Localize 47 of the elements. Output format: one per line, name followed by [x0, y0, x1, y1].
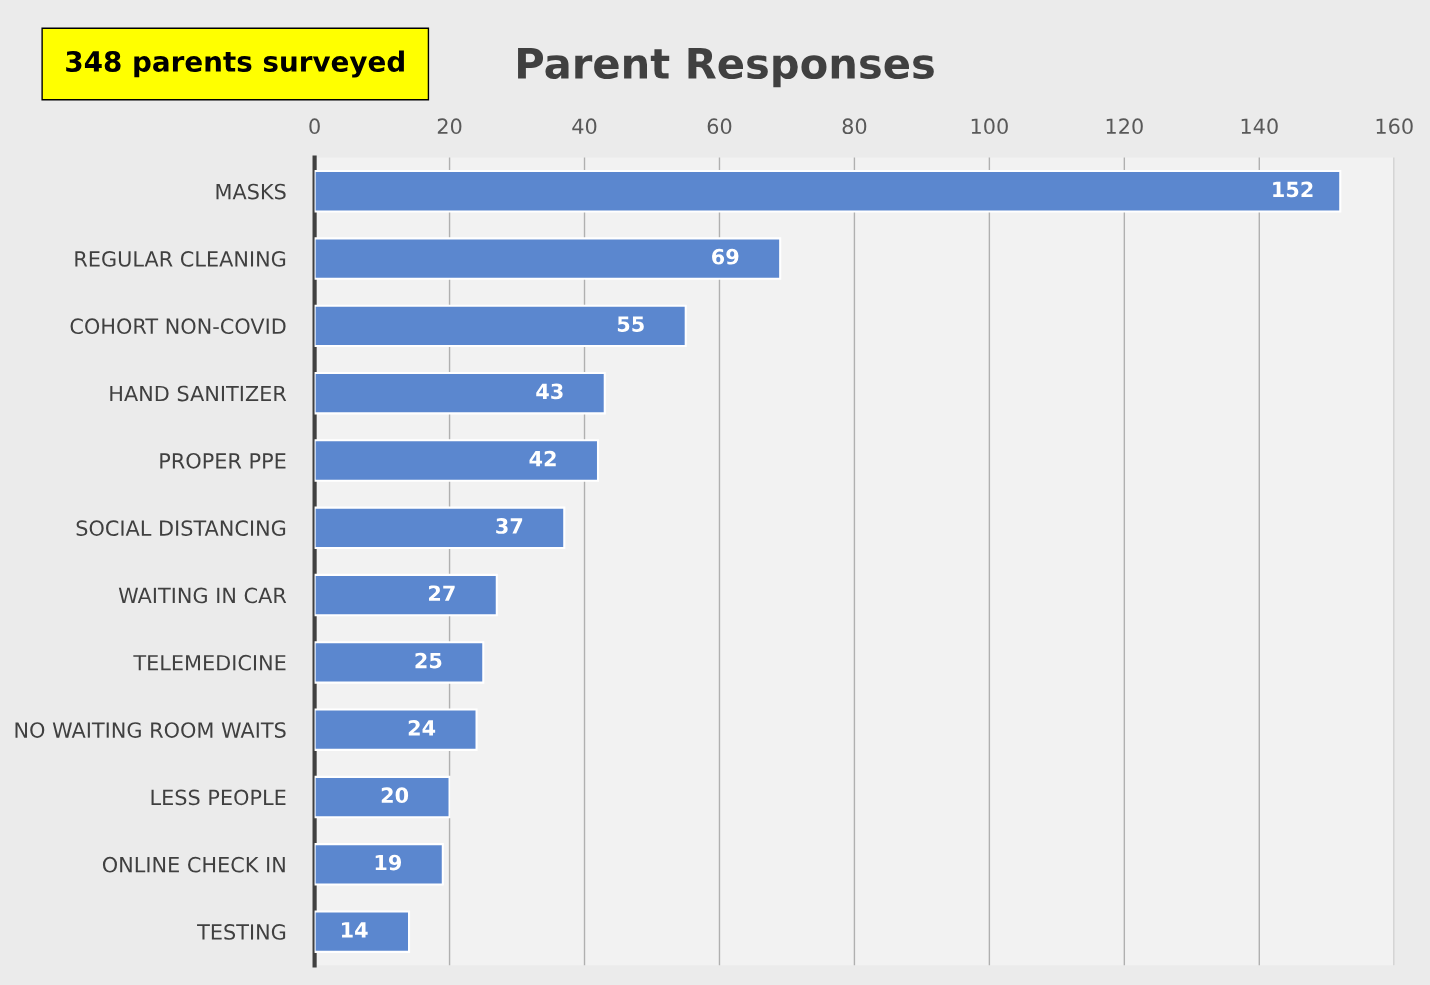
text: 348 parents surveyed — [66, 50, 404, 78]
y-tick-label: MASKS — [216, 183, 286, 200]
bar — [314, 843, 444, 886]
bar — [314, 371, 606, 415]
bar — [314, 304, 687, 348]
x-tick-label: 80 — [842, 118, 867, 135]
x-tick-label: 0 — [309, 118, 320, 135]
data-label: 43 — [536, 383, 563, 400]
x-tick-label: 60 — [707, 118, 732, 135]
bar — [314, 708, 478, 751]
chart-title: Parent Responses — [518, 48, 934, 88]
bar — [314, 641, 485, 684]
y-tick-label: NO WAITING ROOM WAITS — [15, 722, 286, 738]
x-tick-label: 120 — [1106, 118, 1143, 135]
y-tick-label: WAITING IN CAR — [118, 587, 287, 604]
y-tick-label: HAND SANITIZER — [110, 385, 287, 402]
data-label: 69 — [712, 248, 739, 265]
bar — [314, 910, 411, 953]
bar — [314, 237, 782, 280]
y-tick-label: COHORT NON-COVID — [70, 318, 286, 335]
data-label: 20 — [381, 787, 409, 804]
data-label: 24 — [408, 720, 436, 736]
x-tick-label: 160 — [1376, 118, 1413, 135]
bar — [314, 775, 451, 819]
x-tick-label: 20 — [437, 118, 462, 135]
data-label: 27 — [428, 585, 455, 601]
data-label: 14 — [341, 922, 368, 938]
x-tick-label: 100 — [971, 118, 1008, 135]
data-label: 42 — [529, 450, 556, 467]
y-tick-label: TESTING — [197, 924, 286, 940]
y-tick-label: REGULAR CLEANING — [75, 251, 286, 267]
bar — [314, 439, 600, 482]
y-tick-label: ONLINE CHECK IN — [102, 856, 285, 873]
data-label: 19 — [375, 854, 402, 871]
y-tick-label: PROPER PPE — [160, 452, 286, 469]
data-label: 25 — [415, 652, 442, 669]
data-label: 37 — [496, 518, 523, 534]
y-tick-label: LESS PEOPLE — [151, 789, 286, 806]
data-label: 152 — [1273, 181, 1313, 198]
y-tick-label: SOCIAL DISTANCING — [76, 520, 286, 537]
y-tick-label: TELEMEDICINE — [133, 654, 286, 671]
data-label: 55 — [617, 316, 644, 332]
x-tick-label: 140 — [1241, 118, 1278, 135]
bar — [314, 506, 566, 550]
bar — [314, 573, 498, 617]
bar — [314, 170, 1342, 213]
x-tick-label: 40 — [572, 118, 597, 135]
